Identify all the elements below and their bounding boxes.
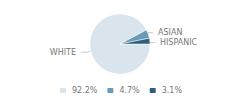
svg-text:HISPANIC: HISPANIC — [160, 38, 198, 47]
svg-text:ASIAN: ASIAN — [158, 28, 182, 37]
svg-text:4.7%: 4.7% — [119, 86, 140, 95]
svg-text:WHITE: WHITE — [50, 48, 76, 57]
svg-text:92.2%: 92.2% — [72, 86, 98, 95]
svg-text:3.1%: 3.1% — [162, 86, 183, 95]
